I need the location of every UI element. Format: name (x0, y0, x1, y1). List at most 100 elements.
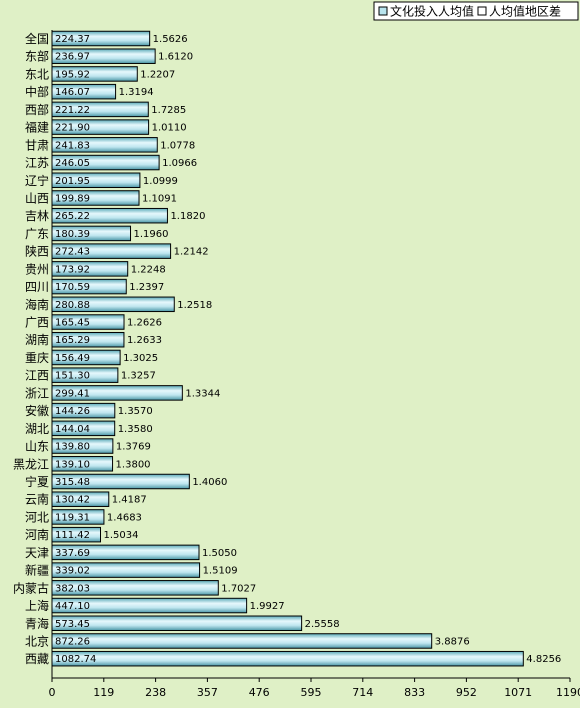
diff-value-label: 1.3800 (116, 459, 151, 470)
diff-value-label: 1.2142 (174, 247, 209, 258)
category-label: 湖南 (25, 332, 49, 347)
x-tick-label: 1190 (556, 686, 580, 699)
bar-value-label: 315.48 (55, 477, 90, 488)
legend-swatch-1 (477, 6, 487, 16)
diff-value-label: 2.5558 (305, 619, 340, 630)
diff-value-label: 1.2626 (127, 318, 162, 329)
category-label: 甘肃 (25, 138, 49, 152)
legend-label-1: 人均值地区差 (489, 4, 561, 19)
x-tick-label: 357 (197, 686, 218, 699)
category-label: 湖北 (25, 421, 49, 436)
category-label: 东北 (25, 67, 49, 81)
category-label: 山西 (25, 191, 49, 205)
bar-value-label: 382.03 (55, 583, 90, 594)
category-label: 河南 (25, 527, 49, 542)
bar-value-label: 265.22 (55, 211, 90, 222)
bar-value-label: 156.49 (55, 353, 90, 364)
category-label: 黑龙江 (13, 457, 49, 471)
diff-value-label: 1.4060 (192, 477, 227, 488)
bar-value-label: 447.10 (55, 601, 90, 612)
category-label: 宁夏 (25, 474, 49, 489)
diff-value-label: 1.2518 (177, 300, 212, 311)
diff-value-label: 1.4187 (112, 495, 147, 506)
category-label: 上海 (25, 598, 49, 613)
diff-value-label: 1.7285 (151, 105, 186, 116)
diff-value-label: 1.0999 (143, 176, 178, 187)
x-tick-label: 238 (145, 686, 166, 699)
category-label: 云南 (25, 492, 49, 507)
x-tick-label: 476 (249, 686, 270, 699)
bar-value-label: 195.92 (55, 69, 90, 80)
category-label: 海南 (25, 297, 49, 312)
x-tick-label: 0 (49, 686, 56, 699)
category-label: 贵州 (25, 262, 49, 276)
category-label: 内蒙古 (13, 580, 49, 595)
diff-value-label: 1.5034 (104, 530, 139, 541)
category-label: 安徽 (25, 403, 49, 418)
bar-value-label: 144.04 (55, 424, 90, 435)
category-label: 广西 (25, 316, 49, 330)
diff-value-label: 1.3570 (118, 406, 153, 417)
bar-value-label: 165.45 (55, 318, 90, 329)
diff-value-label: 1.3257 (121, 371, 156, 382)
bar (51, 633, 433, 649)
bar-value-label: 139.80 (55, 442, 90, 453)
diff-value-label: 1.0966 (162, 158, 197, 169)
x-tick-label: 714 (352, 686, 373, 699)
category-label: 重庆 (25, 351, 49, 365)
category-label: 辽宁 (25, 173, 49, 188)
diff-value-label: 1.0110 (152, 123, 187, 134)
bar-value-label: 144.26 (55, 406, 90, 417)
legend: 文化投入人均值 人均值地区差 (373, 1, 579, 21)
bar-value-label: 119.31 (55, 512, 90, 523)
x-tick-label: 119 (93, 686, 114, 699)
plot-area: 全国 224.37 1.5626 东部 236.97 1.6120 东北 195.92 1.22… (13, 30, 580, 699)
diff-value-label: 1.5626 (153, 34, 188, 45)
diff-value-label: 1.5109 (203, 566, 238, 577)
diff-value-label: 3.8876 (435, 636, 470, 647)
diff-value-label: 1.3194 (119, 87, 154, 98)
bar-value-label: 130.42 (55, 495, 90, 506)
category-label: 江西 (25, 369, 49, 383)
bar-value-label: 180.39 (55, 229, 90, 240)
bar-value-label: 221.90 (55, 123, 90, 134)
category-label: 四川 (25, 280, 49, 294)
bar-value-label: 337.69 (55, 548, 90, 559)
diff-value-label: 1.2248 (131, 264, 166, 275)
category-label: 青海 (25, 616, 49, 631)
bar-value-label: 146.07 (55, 87, 90, 98)
legend-box (373, 1, 579, 21)
category-label: 江苏 (25, 156, 49, 170)
bar-value-label: 173.92 (55, 264, 90, 275)
bar-value-label: 151.30 (55, 371, 90, 382)
category-label: 山东 (25, 440, 49, 454)
bar-value-label: 573.45 (55, 619, 90, 630)
diff-value-label: 1.3344 (185, 388, 220, 399)
category-label: 福建 (25, 120, 49, 135)
category-label: 中部 (25, 84, 49, 99)
bar-value-label: 339.02 (55, 566, 90, 577)
category-label: 浙江 (25, 386, 49, 400)
bar-value-label: 272.43 (55, 247, 90, 258)
bar-value-label: 872.26 (55, 636, 90, 647)
bar-value-label: 199.89 (55, 193, 90, 204)
bar-value-label: 139.10 (55, 459, 90, 470)
category-label: 北京 (25, 634, 49, 648)
bar (51, 650, 524, 667)
diff-value-label: 1.9927 (250, 601, 285, 612)
x-tick-label: 833 (404, 686, 425, 699)
diff-value-label: 1.4683 (107, 512, 142, 523)
x-tick-label: 595 (301, 686, 322, 699)
bar-value-label: 111.42 (55, 530, 90, 541)
bar-value-label: 241.83 (55, 140, 90, 151)
category-label: 东部 (25, 49, 49, 64)
diff-value-label: 1.5050 (202, 548, 237, 559)
diff-value-label: 1.2207 (140, 69, 175, 80)
bar-value-label: 201.95 (55, 176, 90, 187)
bar-value-label: 165.29 (55, 335, 90, 346)
diff-value-label: 1.7027 (221, 583, 256, 594)
diff-value-label: 1.3025 (123, 353, 158, 364)
category-label: 西部 (25, 102, 49, 117)
diff-value-label: 1.3769 (116, 442, 151, 453)
diff-value-label: 1.6120 (158, 52, 193, 63)
